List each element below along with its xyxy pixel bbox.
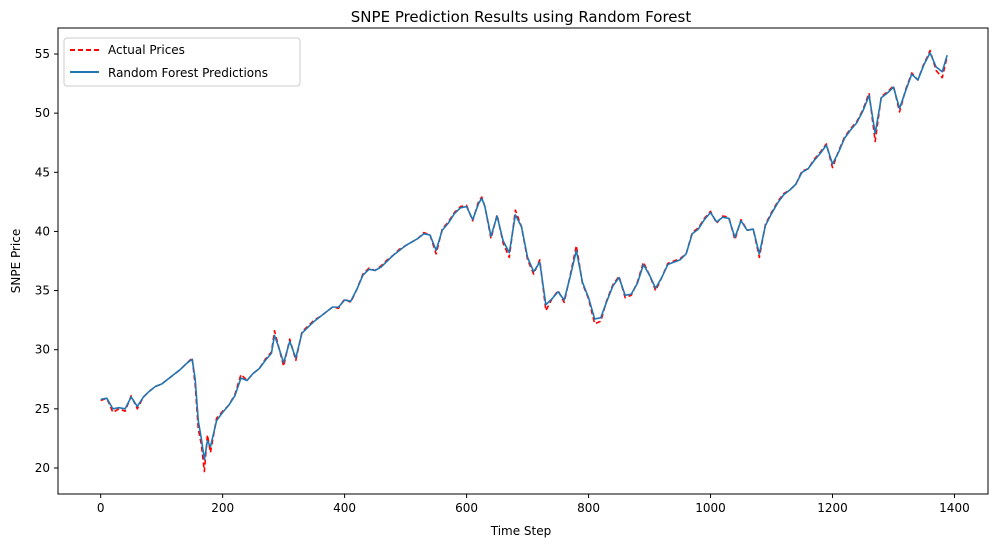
y-axis-label: SNPE Price xyxy=(9,229,23,294)
y-tick-label: 40 xyxy=(35,224,50,238)
series-layer xyxy=(100,49,948,473)
series-line-random-forest-predictions xyxy=(100,52,948,461)
legend-label-random-forest-predictions: Random Forest Predictions xyxy=(108,66,268,80)
x-tick-label: 200 xyxy=(211,501,234,515)
x-axis-ticks: 0 200 400 600 800 1000 1200 1400 xyxy=(97,494,970,515)
x-tick-label: 400 xyxy=(333,501,356,515)
y-tick-label: 35 xyxy=(35,284,50,298)
y-tick-label: 50 xyxy=(35,106,50,120)
plot-frame xyxy=(57,27,989,495)
x-tick-label: 0 xyxy=(97,501,105,515)
y-axis-ticks: 20 25 30 35 40 45 50 55 xyxy=(35,47,58,475)
chart-title: SNPE Prediction Results using Random For… xyxy=(351,8,692,26)
x-tick-label: 600 xyxy=(455,501,478,515)
x-tick-label: 800 xyxy=(577,501,600,515)
legend: Actual Prices Random Forest Predictions xyxy=(63,37,301,87)
x-axis-label: Time Step xyxy=(490,524,552,538)
y-tick-label: 20 xyxy=(35,461,50,475)
legend-box xyxy=(63,37,301,87)
x-tick-label: 1200 xyxy=(817,501,848,515)
legend-label-actual-prices: Actual Prices xyxy=(108,43,185,57)
y-tick-label: 25 xyxy=(35,402,50,416)
x-tick-label: 1000 xyxy=(695,501,726,515)
y-tick-label: 55 xyxy=(35,47,50,61)
x-tick-label: 1400 xyxy=(939,501,970,515)
y-tick-label: 30 xyxy=(35,343,50,357)
y-tick-label: 45 xyxy=(35,165,50,179)
plot-area xyxy=(58,28,988,494)
